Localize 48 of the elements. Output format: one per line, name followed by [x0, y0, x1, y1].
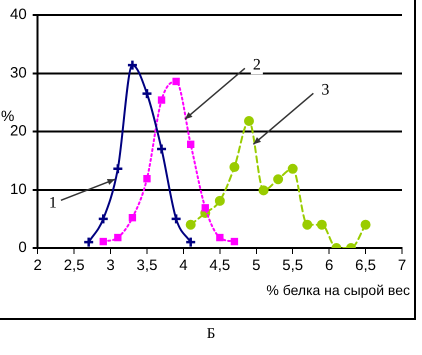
x-tick-label: 4,5: [209, 257, 230, 274]
point: [202, 204, 209, 212]
y-tick-label: 40: [10, 6, 27, 24]
point: [156, 143, 168, 155]
point: [216, 234, 224, 242]
point: [114, 234, 122, 242]
x-tick-label: 7: [398, 257, 406, 274]
point: [158, 96, 166, 104]
point: [98, 213, 110, 225]
x-tick-label: 5: [252, 257, 260, 274]
point: [186, 220, 196, 230]
point: [302, 220, 312, 230]
point: [128, 214, 136, 222]
point: [170, 213, 182, 225]
point: [100, 238, 107, 246]
x-tick-label: 4: [179, 257, 188, 274]
annotation: 3: [321, 82, 330, 99]
x-tick-label: 3,5: [136, 257, 158, 274]
y-tick-label: 30: [10, 64, 27, 82]
point: [316, 220, 327, 230]
point: [126, 59, 138, 71]
point: [187, 140, 194, 148]
x-tick-label: 2: [34, 257, 42, 274]
point: [230, 238, 238, 246]
point: [172, 78, 180, 86]
x-tick-label: 6: [324, 257, 334, 274]
annotation: 1: [48, 194, 57, 212]
point: [229, 162, 240, 172]
point: [273, 174, 284, 184]
point: [143, 175, 151, 182]
y-tick-label: 0: [18, 239, 27, 256]
point: [360, 220, 371, 230]
y-axis-title: %: [1, 108, 14, 126]
x-tick-label: 6,5: [355, 257, 376, 274]
y-tick-label: 10: [10, 180, 27, 198]
x-tick-label: 3: [106, 257, 115, 274]
annotation: 2: [252, 56, 261, 74]
x-axis-title: % белка на сырой вес: [266, 282, 410, 298]
point: [288, 164, 298, 174]
text: Б: [206, 326, 216, 343]
point: [258, 185, 269, 196]
point: [112, 163, 124, 175]
y-tick-label: 20: [10, 122, 27, 140]
point: [214, 196, 225, 206]
point: [244, 116, 254, 126]
x-tick-label: 2,5: [64, 257, 85, 274]
point: [141, 88, 153, 100]
x-tick-label: 5,5: [282, 257, 304, 274]
